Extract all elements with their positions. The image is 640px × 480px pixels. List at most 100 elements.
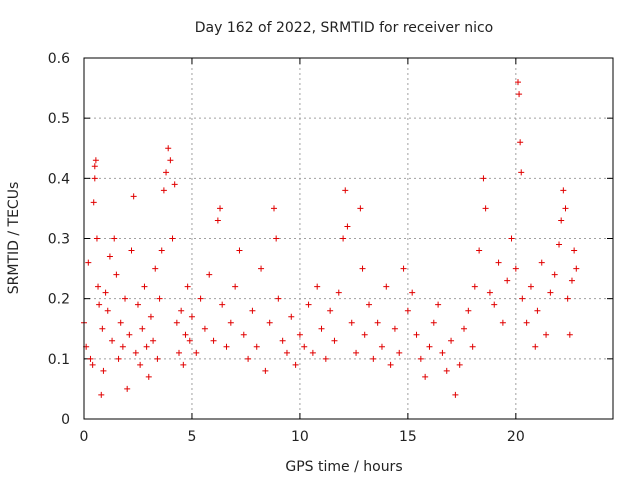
data-point — [122, 295, 129, 302]
data-point — [210, 337, 217, 344]
data-point — [292, 361, 299, 368]
data-point — [173, 319, 180, 326]
data-point — [273, 235, 280, 242]
data-point — [219, 301, 226, 308]
data-point — [156, 295, 163, 302]
data-point — [359, 265, 366, 272]
data-point — [236, 247, 243, 254]
data-point — [309, 349, 316, 356]
data-point — [456, 361, 463, 368]
data-point — [538, 259, 545, 266]
data-point — [139, 325, 146, 332]
data-point — [417, 355, 424, 362]
y-tick-label: 0.5 — [48, 111, 70, 127]
y-tick-label: 0.3 — [48, 232, 70, 248]
data-point — [98, 391, 105, 398]
data-point — [413, 331, 420, 338]
data-point — [357, 205, 364, 212]
data-point — [499, 319, 506, 326]
data-point — [271, 205, 278, 212]
data-point — [145, 373, 152, 380]
data-point — [165, 145, 172, 152]
data-point — [160, 187, 167, 194]
x-tick-label: 5 — [187, 429, 196, 445]
data-point — [471, 283, 478, 290]
data-point — [104, 307, 111, 314]
data-point — [223, 343, 230, 350]
data-point — [253, 343, 260, 350]
data-point — [564, 295, 571, 302]
data-point — [516, 91, 523, 98]
data-point — [430, 319, 437, 326]
data-point — [89, 361, 96, 368]
y-tick-labels: 0 0.1 0.2 0.3 0.4 0.5 0.6 — [48, 51, 70, 428]
data-point — [227, 319, 234, 326]
data-point — [514, 79, 521, 86]
data-point — [167, 157, 174, 164]
data-point — [206, 271, 213, 278]
data-point — [201, 325, 208, 332]
data-point — [448, 337, 455, 344]
data-point — [188, 313, 195, 320]
data-point — [314, 283, 321, 290]
y-axis-label: SRMTID / TECUs — [6, 182, 22, 295]
data-point — [249, 307, 256, 314]
data-point — [527, 283, 534, 290]
data-point — [353, 349, 360, 356]
data-point — [283, 349, 290, 356]
data-point — [476, 247, 483, 254]
data-point — [571, 247, 578, 254]
data-point — [132, 349, 139, 356]
data-point — [150, 337, 157, 344]
data-point — [422, 373, 429, 380]
data-point — [171, 181, 178, 188]
data-point — [543, 331, 550, 338]
data-point — [262, 367, 269, 374]
data-point — [288, 313, 295, 320]
data-point — [279, 337, 286, 344]
data-point — [469, 343, 476, 350]
chart-title: Day 162 of 2022, SRMTID for receiver nic… — [195, 20, 493, 36]
data-point — [504, 277, 511, 284]
data-point — [523, 319, 530, 326]
data-point — [113, 271, 120, 278]
data-point — [258, 265, 265, 272]
data-point — [147, 313, 154, 320]
data-point — [178, 307, 185, 314]
data-point — [154, 355, 161, 362]
data-point — [344, 223, 351, 230]
data-point — [102, 289, 109, 296]
axis-ticks — [83, 57, 613, 420]
data-point — [383, 283, 390, 290]
data-point — [106, 253, 113, 260]
data-point — [119, 343, 126, 350]
data-point — [568, 277, 575, 284]
y-tick-label: 0 — [61, 412, 70, 428]
data-point — [128, 247, 135, 254]
data-point — [370, 355, 377, 362]
data-point — [124, 385, 131, 392]
data-point — [163, 169, 170, 176]
grid-lines — [84, 58, 613, 419]
data-point — [519, 295, 526, 302]
data-point — [348, 319, 355, 326]
data-point — [100, 367, 107, 374]
data-point — [482, 205, 489, 212]
data-point — [435, 301, 442, 308]
data-point — [182, 331, 189, 338]
data-point — [296, 331, 303, 338]
x-tick-label: 10 — [291, 429, 309, 445]
data-point — [426, 343, 433, 350]
data-point — [137, 361, 144, 368]
data-point — [517, 139, 524, 146]
data-point — [240, 331, 247, 338]
data-point — [266, 319, 273, 326]
data-point — [327, 307, 334, 314]
data-point — [566, 331, 573, 338]
data-point — [245, 355, 252, 362]
data-point — [301, 343, 308, 350]
x-tick-labels: 0 5 10 15 20 — [80, 429, 525, 445]
plot-frame — [83, 57, 614, 420]
data-point — [480, 175, 487, 182]
